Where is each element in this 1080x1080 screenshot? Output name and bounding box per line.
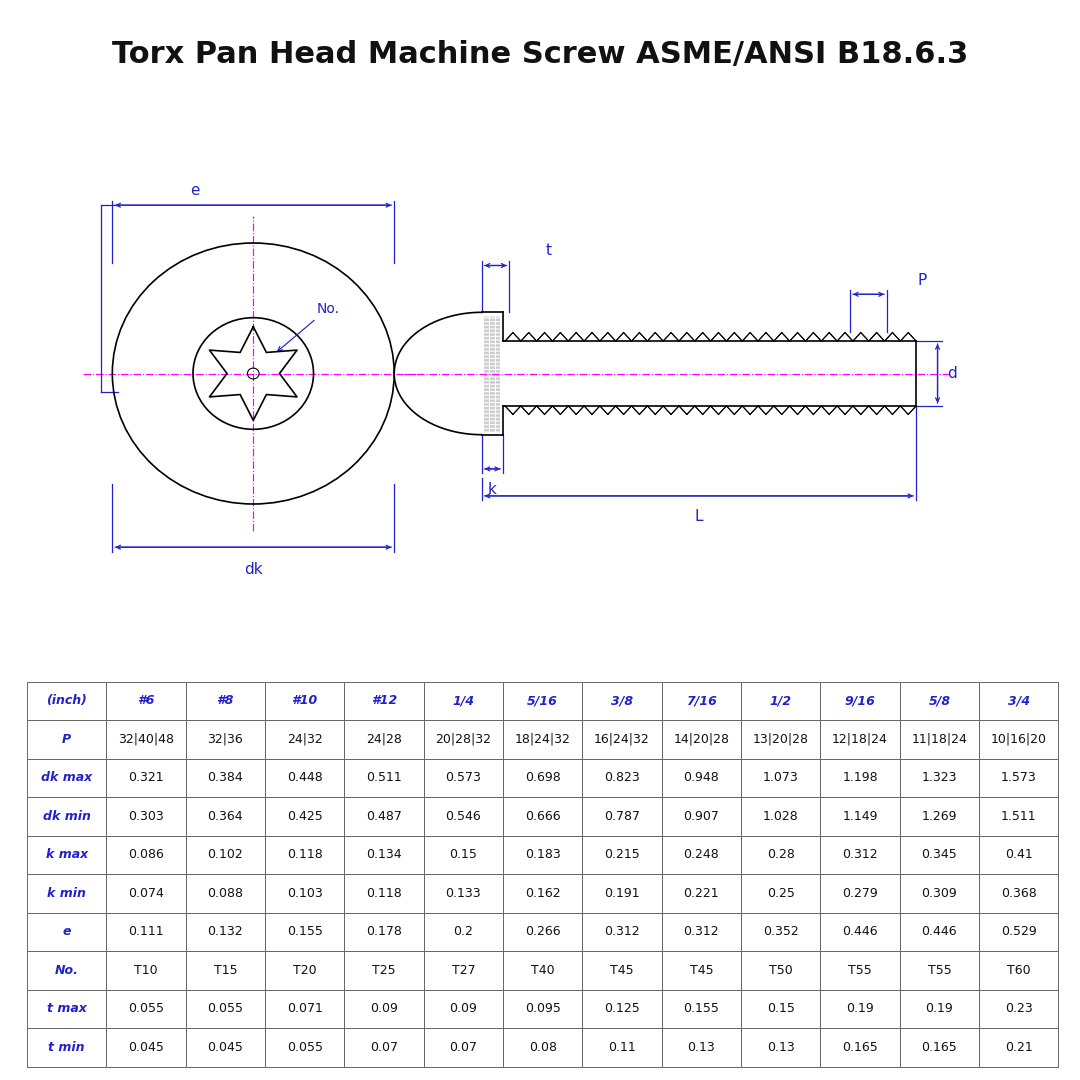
Text: dk: dk [244,562,262,577]
Text: No.: No. [278,301,339,351]
Text: L: L [694,510,703,525]
Text: P: P [917,273,927,288]
Text: Torx Pan Head Machine Screw ASME/ANSI B18.6.3: Torx Pan Head Machine Screw ASME/ANSI B1… [112,40,968,68]
Text: t: t [546,243,552,258]
Text: e: e [190,183,200,198]
Text: d: d [947,366,957,381]
Text: k: k [488,483,497,498]
